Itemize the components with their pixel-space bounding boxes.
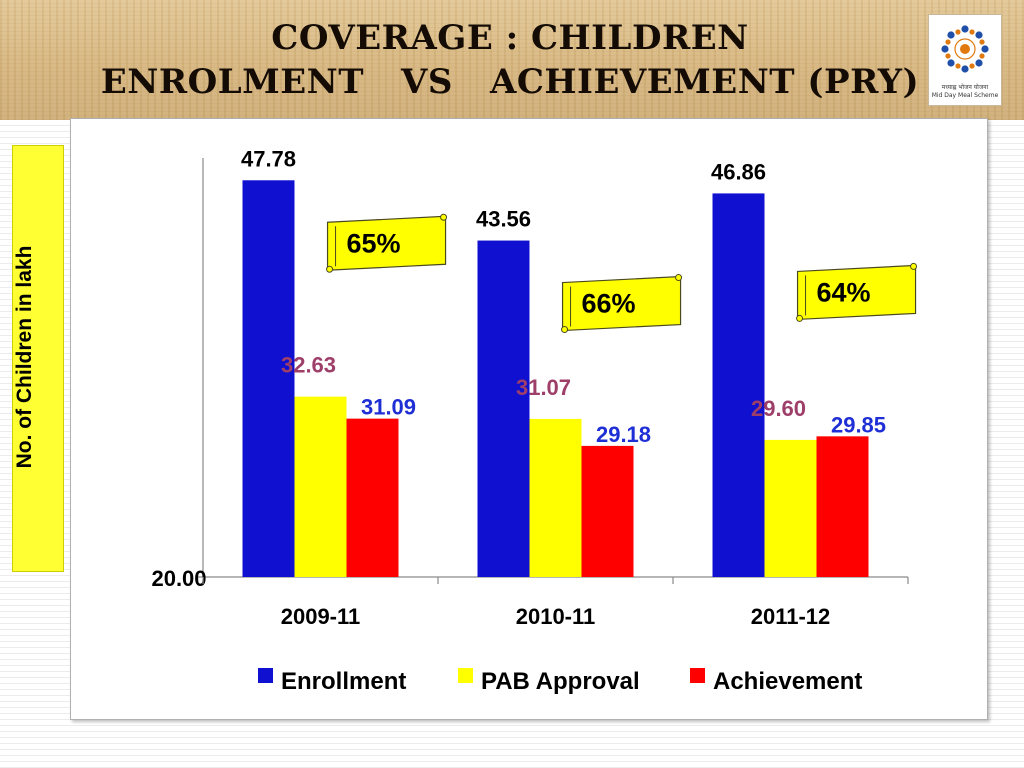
callout-curl [675, 274, 683, 282]
x-tick-label: 2010-11 [516, 604, 596, 629]
data-label: 29.60 [751, 396, 806, 421]
callout-label: 66% [582, 289, 636, 319]
y-tick-label: 20.00 [151, 566, 206, 591]
legend-label: PAB Approval [481, 668, 640, 695]
callout-label: 64% [817, 277, 871, 307]
callout-scroll [796, 264, 917, 321]
bar-enrollment [477, 240, 530, 577]
callout-curl [326, 265, 334, 273]
slide-title-line1: COVERAGE : CHILDREN [271, 18, 749, 58]
bar-enrollment [712, 193, 765, 577]
legend-swatch [458, 668, 473, 683]
x-tick-label: 2011-12 [751, 604, 831, 629]
logo-text-english: Mid Day Meal Scheme [931, 92, 999, 99]
bar-achievement [346, 418, 399, 577]
data-label: 31.07 [516, 375, 571, 400]
bar-pab-approval [529, 418, 582, 577]
logo-text-hindi: मध्याह्न भोजन योजना [941, 84, 989, 91]
callout-label: 65% [347, 228, 401, 258]
data-label: 47.78 [241, 146, 296, 171]
legend-label: Enrollment [281, 668, 406, 695]
data-label: 29.85 [831, 412, 886, 437]
data-label: 46.86 [711, 159, 766, 184]
data-label: 31.09 [361, 395, 416, 420]
bar-pab-approval [764, 439, 817, 577]
callout-curl [561, 326, 569, 334]
bar-pab-approval [294, 396, 347, 577]
legend-swatch [258, 668, 273, 683]
callout-curl [796, 314, 804, 322]
data-label: 32.63 [281, 353, 336, 378]
data-label: 29.18 [596, 422, 651, 447]
bar-enrollment [242, 180, 295, 577]
data-label: 43.56 [476, 207, 531, 232]
bar-achievement [816, 436, 869, 577]
callout-curl [910, 262, 918, 270]
title-banner [0, 0, 1024, 120]
callout-scroll [326, 215, 447, 271]
legend-swatch [690, 668, 705, 683]
x-tick-label: 2009-11 [281, 604, 361, 629]
y-axis-label-box [12, 145, 64, 572]
slide-title-line2: ENROLMENT VS ACHIEVEMENT (PRY) [100, 62, 920, 102]
legend-label: Achievement [713, 668, 862, 695]
callout-scroll [561, 275, 682, 332]
bar-achievement [581, 445, 634, 577]
mid-day-meal-logo: मध्याह्न भोजन योजना Mid Day Meal Scheme [928, 14, 1002, 106]
callout-curl [440, 213, 448, 221]
logo-emblem-icon [941, 25, 989, 73]
